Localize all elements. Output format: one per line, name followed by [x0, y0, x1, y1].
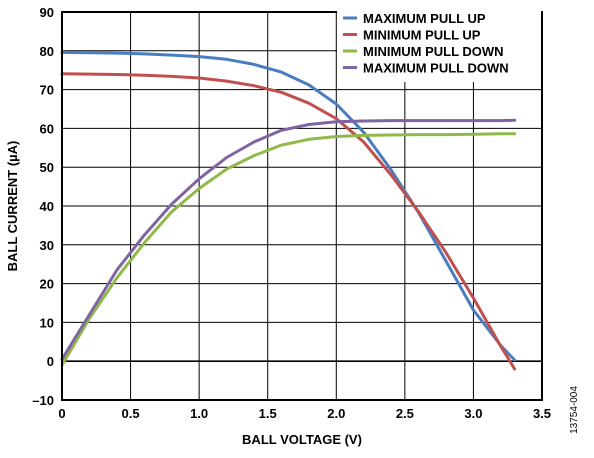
x-tick-label: 0.5 — [122, 406, 140, 421]
x-tick-label: 0 — [58, 406, 65, 421]
x-tick-label: 2.5 — [396, 406, 414, 421]
legend-background — [337, 10, 541, 82]
y-tick-label: –10 — [32, 393, 54, 408]
plot-frame — [61, 11, 543, 401]
x-tick-label: 3.5 — [533, 406, 551, 421]
series-line-2 — [60, 72, 517, 371]
series-lines — [60, 50, 517, 371]
y-tick-label: 70 — [40, 83, 54, 98]
legend-label: MAXIMUM PULL DOWN — [363, 61, 509, 76]
y-tick-label: 80 — [40, 44, 54, 59]
y-tick-label: 90 — [40, 5, 54, 20]
legend-label: MINIMUM PULL DOWN — [363, 44, 504, 59]
y-tick-label: 10 — [40, 315, 54, 330]
series-line-4 — [60, 118, 517, 361]
y-axis-label: BALL CURRENT (µA) — [5, 141, 20, 272]
y-tick-label: 30 — [40, 238, 54, 253]
figure-id: 13754-004 — [569, 386, 580, 434]
series-line-3 — [60, 132, 517, 367]
tick-labels: 0 0.5 1.0 1.5 2.0 2.5 3.0 3.5 –10 0 10 20 30 40 50 60 70… — [32, 5, 551, 421]
y-tick-label: 0 — [47, 354, 54, 369]
x-tick-label: 2.0 — [327, 406, 345, 421]
legend-label: MINIMUM PULL UP — [363, 28, 481, 43]
x-axis-label: BALL VOLTAGE (V) — [242, 432, 362, 447]
x-tick-label: 3.0 — [464, 406, 482, 421]
legend-label: MAXIMUM PULL UP — [363, 11, 486, 26]
y-tick-label: 50 — [40, 160, 54, 175]
y-tick-label: 20 — [40, 277, 54, 292]
x-tick-label: 1.0 — [190, 406, 208, 421]
series-line-1 — [60, 50, 517, 362]
x-tick-label: 1.5 — [259, 406, 277, 421]
y-tick-label: 40 — [40, 199, 54, 214]
y-tick-label: 60 — [40, 121, 54, 136]
